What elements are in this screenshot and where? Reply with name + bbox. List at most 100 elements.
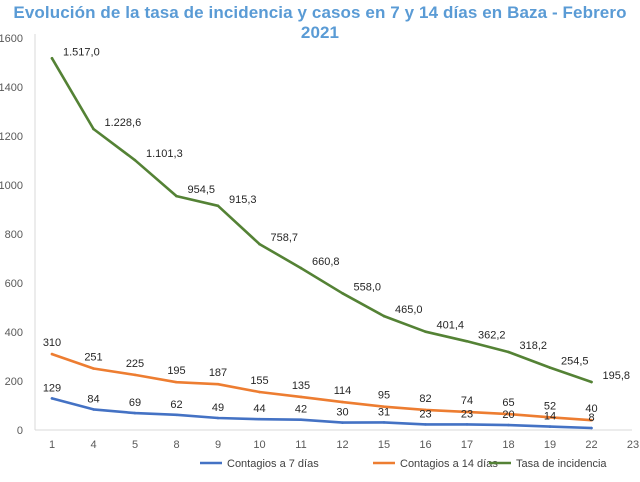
data-point-contagios-7-dias <box>133 411 137 415</box>
data-label-contagios-7-dias: 42 <box>295 404 307 416</box>
data-label-contagios-7-dias: 49 <box>212 402 224 414</box>
data-label-contagios-14-dias: 310 <box>43 337 61 349</box>
data-point-tasa-incidencia <box>92 127 95 131</box>
data-label-tasa-incidencia: 758,7 <box>271 232 299 244</box>
data-point-contagios-14-dias <box>92 367 95 370</box>
data-point-contagios-7-dias <box>465 423 469 426</box>
data-point-contagios-14-dias <box>382 405 386 409</box>
x-tick-label: 23 <box>627 439 639 451</box>
data-point-contagios-7-dias <box>548 425 552 428</box>
y-tick-label: 0 <box>17 425 23 437</box>
y-tick-label: 800 <box>5 229 23 241</box>
x-tick-label: 11 <box>295 439 306 451</box>
data-point-tasa-incidencia <box>507 350 510 354</box>
data-point-tasa-incidencia <box>548 366 552 369</box>
data-point-tasa-incidencia <box>341 291 344 295</box>
x-tick-label: 17 <box>461 439 473 451</box>
data-point-contagios-14-dias <box>50 352 54 356</box>
data-point-contagios-7-dias <box>299 418 303 422</box>
x-tick-label: 12 <box>336 439 348 451</box>
data-label-contagios-7-dias: 129 <box>43 382 61 394</box>
data-label-contagios-7-dias: 84 <box>87 393 99 405</box>
data-label-contagios-14-dias: 95 <box>378 390 390 402</box>
data-point-contagios-14-dias <box>216 382 220 386</box>
data-point-tasa-incidencia <box>382 314 386 318</box>
data-label-contagios-14-dias: 195 <box>167 365 185 377</box>
data-point-contagios-14-dias <box>341 400 344 404</box>
x-tick-label: 18 <box>502 439 514 451</box>
data-label-contagios-7-dias: 30 <box>336 407 348 419</box>
data-label-tasa-incidencia: 318,2 <box>520 340 548 352</box>
data-point-contagios-14-dias <box>465 410 469 414</box>
x-tick-label: 10 <box>253 439 265 451</box>
data-point-contagios-14-dias <box>299 395 303 399</box>
data-point-contagios-7-dias <box>341 421 344 424</box>
data-point-tasa-incidencia <box>175 194 178 198</box>
data-label-contagios-14-dias: 114 <box>334 385 352 397</box>
data-point-contagios-14-dias <box>258 390 261 394</box>
data-label-contagios-7-dias: 62 <box>170 399 182 411</box>
data-label-tasa-incidencia: 254,5 <box>561 356 589 368</box>
data-point-contagios-7-dias <box>424 423 427 426</box>
data-point-contagios-7-dias <box>590 426 593 430</box>
chart-title: Evolución de la tasa de incidencia y cas… <box>13 3 627 42</box>
data-label-tasa-incidencia: 1.228,6 <box>105 117 142 129</box>
x-tick-label: 16 <box>419 439 431 451</box>
x-tick-label: 1 <box>49 439 55 451</box>
data-label-contagios-14-dias: 74 <box>461 395 473 407</box>
data-label-contagios-14-dias: 52 <box>544 400 556 412</box>
series-line-contagios-14-dias <box>50 352 593 422</box>
data-point-contagios-7-dias <box>50 397 54 400</box>
y-tick-label: 1600 <box>0 33 23 45</box>
data-label-contagios-7-dias: 69 <box>129 397 141 409</box>
data-label-contagios-14-dias: 225 <box>126 358 144 370</box>
series-line-contagios-7-dias <box>50 397 593 430</box>
data-point-contagios-14-dias <box>424 408 427 412</box>
data-point-tasa-incidencia <box>133 158 137 162</box>
data-label-contagios-7-dias: 14 <box>544 411 556 423</box>
data-label-contagios-14-dias: 135 <box>292 380 310 392</box>
data-label-contagios-7-dias: 23 <box>461 408 473 420</box>
data-point-contagios-7-dias <box>216 416 220 420</box>
x-tick-label: 9 <box>215 439 221 451</box>
y-tick-label: 1200 <box>0 131 23 143</box>
x-tick-label: 22 <box>585 439 597 451</box>
data-point-contagios-14-dias <box>548 415 552 419</box>
data-label-contagios-14-dias: 65 <box>502 397 514 409</box>
data-label-tasa-incidencia: 362,2 <box>478 329 506 341</box>
data-label-contagios-14-dias: 40 <box>585 403 597 415</box>
legend-label-contagios-14-dias: Contagios a 14 días <box>400 458 498 470</box>
data-label-tasa-incidencia: 401,4 <box>437 320 465 332</box>
data-label-contagios-14-dias: 155 <box>250 375 268 387</box>
data-label-tasa-incidencia: 558,0 <box>354 281 382 293</box>
x-tick-label: 5 <box>132 439 138 451</box>
data-label-contagios-14-dias: 251 <box>84 352 102 364</box>
data-point-tasa-incidencia <box>299 266 303 270</box>
y-tick-label: 1400 <box>0 82 23 94</box>
data-label-tasa-incidencia: 195,8 <box>603 370 631 382</box>
data-point-tasa-incidencia <box>50 57 54 60</box>
data-point-contagios-7-dias <box>507 423 510 427</box>
x-tick-label: 15 <box>378 439 390 451</box>
data-label-tasa-incidencia: 465,0 <box>395 304 423 316</box>
data-label-contagios-7-dias: 23 <box>419 408 431 420</box>
data-point-contagios-14-dias <box>175 380 178 384</box>
y-tick-label: 400 <box>5 327 23 339</box>
data-label-tasa-incidencia: 1.101,3 <box>146 148 183 160</box>
x-tick-label: 19 <box>544 439 556 451</box>
legend-label-contagios-7-dias: Contagios a 7 días <box>227 458 319 470</box>
data-label-contagios-7-dias: 8 <box>588 412 594 424</box>
series-line-tasa-incidencia <box>50 56 593 384</box>
data-point-contagios-7-dias <box>258 417 261 421</box>
data-label-tasa-incidencia: 915,3 <box>229 194 257 206</box>
data-label-contagios-7-dias: 44 <box>253 403 265 415</box>
data-point-contagios-7-dias <box>92 408 95 411</box>
data-label-contagios-7-dias: 20 <box>502 409 514 421</box>
x-tick-label: 4 <box>90 439 96 451</box>
data-label-contagios-7-dias: 31 <box>378 406 390 418</box>
y-tick-label: 200 <box>5 376 23 388</box>
data-label-tasa-incidencia: 1.517,0 <box>63 46 100 58</box>
data-point-contagios-14-dias <box>507 412 510 416</box>
